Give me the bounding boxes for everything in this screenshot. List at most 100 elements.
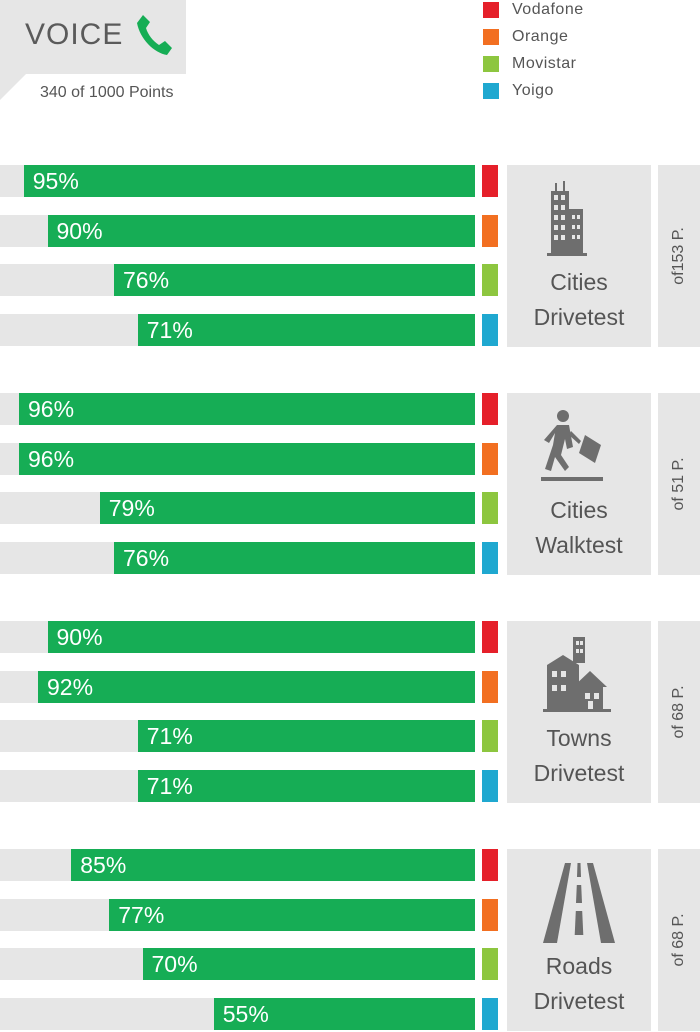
bar-movistar: 71%	[137, 720, 475, 752]
bar-track: 85%	[0, 849, 475, 881]
bar-track: 71%	[0, 314, 475, 346]
bar-track: 70%	[0, 948, 475, 980]
operator-marker-yoigo	[482, 770, 498, 802]
bar-value-label: 92%	[47, 674, 94, 700]
bar-value-label: 90%	[56, 218, 103, 244]
bar-value-label: 71%	[146, 317, 193, 343]
max-points-panel: of 68 P.	[658, 849, 700, 1031]
bar-value-label: 95%	[32, 168, 79, 194]
category-group-cities-drivetest: 95% 90% 76% 71% Cities Drivetest of153 P.	[0, 165, 700, 347]
points-summary: 340 of 1000 Points	[40, 84, 174, 101]
category-panel: Towns Drivetest	[507, 621, 651, 803]
max-points-panel: of 51 P.	[658, 393, 700, 575]
bar-value-label: 90%	[56, 624, 103, 650]
bar-track: 77%	[0, 899, 475, 931]
bar-track: 71%	[0, 720, 475, 752]
bar-movistar: 70%	[142, 948, 475, 980]
bar-value-label: 70%	[151, 951, 198, 977]
category-panel: Cities Walktest	[507, 393, 651, 575]
bar-value-label: 77%	[118, 902, 165, 928]
bar-track: 55%	[0, 998, 475, 1030]
bar-track: 90%	[0, 621, 475, 653]
road-icon	[539, 863, 619, 943]
category-sublabel: Drivetest	[533, 988, 625, 1014]
operator-marker-vodafone	[482, 393, 498, 425]
operator-marker-orange	[482, 671, 498, 703]
bar-vodafone: 95%	[23, 165, 475, 197]
bar-yoigo: 71%	[137, 770, 475, 802]
bar-value-label: 96%	[28, 396, 75, 422]
category-sublabel: Drivetest	[533, 304, 625, 330]
category-label: Cities	[550, 269, 608, 295]
bar-orange: 77%	[109, 899, 475, 931]
legend-label: Vodafone	[512, 1, 584, 18]
bar-track: 92%	[0, 671, 475, 703]
bar-track: 90%	[0, 215, 475, 247]
legend-swatch	[483, 56, 499, 72]
bar-value-label: 76%	[123, 545, 170, 571]
max-points-label: of 68 P.	[670, 685, 687, 739]
bar-value-label: 85%	[80, 852, 127, 878]
operator-marker-yoigo	[482, 314, 498, 346]
bar-track: 71%	[0, 770, 475, 802]
category-sublabel: Drivetest	[533, 760, 625, 786]
bar-orange: 90%	[47, 215, 475, 247]
bar-track: 96%	[0, 443, 475, 475]
bar-orange: 96%	[19, 443, 475, 475]
legend-label: Yoigo	[512, 82, 554, 99]
bar-value-label: 79%	[108, 495, 155, 521]
bar-movistar: 79%	[99, 492, 475, 524]
max-points-label: of153 P.	[670, 227, 687, 285]
bar-track: 76%	[0, 264, 475, 296]
bar-track: 95%	[0, 165, 475, 197]
city-buildings-icon	[539, 179, 619, 259]
bar-track: 79%	[0, 492, 475, 524]
page-title: VOICE	[25, 18, 124, 51]
bar-movistar: 76%	[114, 264, 475, 296]
operator-marker-movistar	[482, 720, 498, 752]
bar-vodafone: 90%	[47, 621, 475, 653]
category-label: Cities	[550, 497, 608, 523]
phone-icon	[137, 15, 172, 55]
bar-vodafone: 85%	[71, 849, 475, 881]
legend-label: Movistar	[512, 55, 577, 72]
bar-value-label: 76%	[123, 267, 170, 293]
bar-yoigo: 76%	[114, 542, 475, 574]
bar-vodafone: 96%	[19, 393, 475, 425]
legend-label: Orange	[512, 28, 569, 45]
category-label: Roads	[545, 953, 613, 979]
category-panel: Cities Drivetest	[507, 165, 651, 347]
operator-marker-vodafone	[482, 849, 498, 881]
operator-marker-movistar	[482, 492, 498, 524]
operator-marker-movistar	[482, 948, 498, 980]
walking-person-icon	[539, 407, 619, 487]
max-points-label: of 68 P.	[670, 913, 687, 967]
bar-track: 96%	[0, 393, 475, 425]
category-label: Towns	[546, 725, 612, 751]
bar-value-label: 71%	[146, 723, 193, 749]
header-notch	[0, 74, 26, 100]
category-group-towns-drivetest: 90% 92% 71% 71% Towns Drivetest of 68 P.	[0, 621, 700, 803]
operator-marker-yoigo	[482, 542, 498, 574]
operator-marker-movistar	[482, 264, 498, 296]
bar-orange: 92%	[38, 671, 475, 703]
category-group-roads-drivetest: 85% 77% 70% 55% Roads Drivetest of 68 P.	[0, 849, 700, 1031]
bar-value-label: 71%	[146, 773, 193, 799]
operator-marker-orange	[482, 215, 498, 247]
operator-marker-vodafone	[482, 621, 498, 653]
category-sublabel: Walktest	[535, 532, 623, 558]
bar-yoigo: 55%	[213, 998, 475, 1030]
legend-swatch	[483, 2, 499, 18]
bar-value-label: 55%	[222, 1001, 269, 1027]
legend-swatch	[483, 29, 499, 45]
operator-marker-vodafone	[482, 165, 498, 197]
category-panel: Roads Drivetest	[507, 849, 651, 1031]
header-box: VOICE	[0, 0, 186, 74]
max-points-panel: of153 P.	[658, 165, 700, 347]
bar-yoigo: 71%	[137, 314, 475, 346]
bar-value-label: 96%	[28, 446, 75, 472]
operator-marker-orange	[482, 899, 498, 931]
category-group-cities-walktest: 96% 96% 79% 76% Cities Walktest of 51 P.	[0, 393, 700, 575]
operator-marker-yoigo	[482, 998, 498, 1030]
bar-track: 76%	[0, 542, 475, 574]
